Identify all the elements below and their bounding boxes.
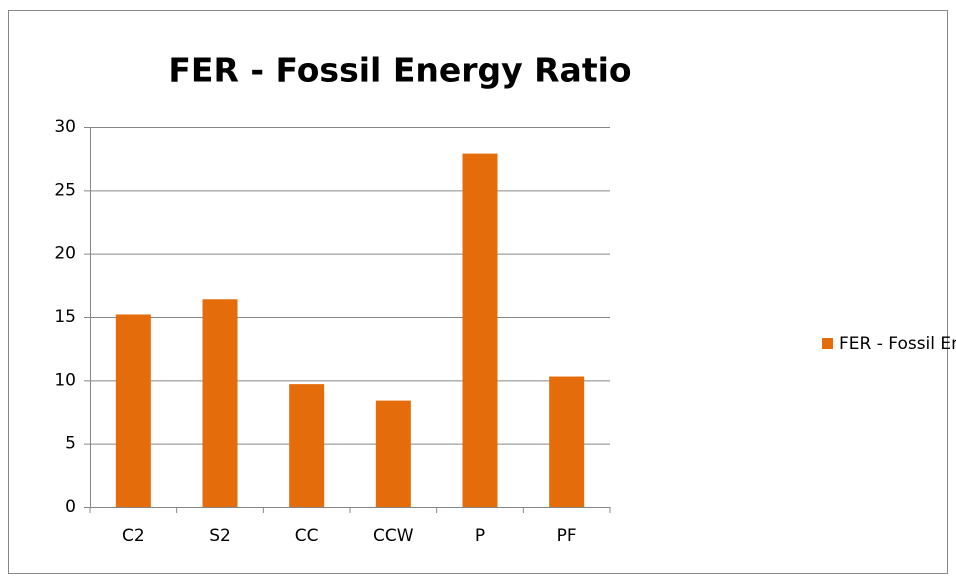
bar	[289, 384, 325, 507]
y-tick-label: 5	[65, 434, 76, 454]
y-tick-label: 20	[54, 244, 76, 264]
bar	[202, 299, 238, 507]
bar	[115, 314, 151, 507]
y-tick-label: 0	[65, 497, 76, 517]
chart-title: FER - Fossil Energy Ratio	[168, 51, 631, 90]
y-tick-label: 30	[54, 117, 76, 137]
legend-swatch	[822, 338, 833, 349]
x-tick-label: P	[475, 526, 485, 546]
bar	[549, 376, 585, 507]
x-tick-label: S2	[209, 526, 231, 546]
y-tick-label: 10	[54, 370, 76, 390]
y-tick-label: 25	[54, 180, 76, 200]
y-tick-label: 15	[54, 307, 76, 327]
x-tick-label: PF	[557, 526, 577, 546]
x-tick-label: C2	[122, 526, 145, 546]
x-tick-label: CCW	[373, 526, 414, 546]
bar	[375, 400, 411, 507]
x-tick-label: CC	[295, 526, 319, 546]
legend-label: FER - Fossil Energy Ratio	[839, 334, 956, 354]
bar	[462, 153, 498, 507]
